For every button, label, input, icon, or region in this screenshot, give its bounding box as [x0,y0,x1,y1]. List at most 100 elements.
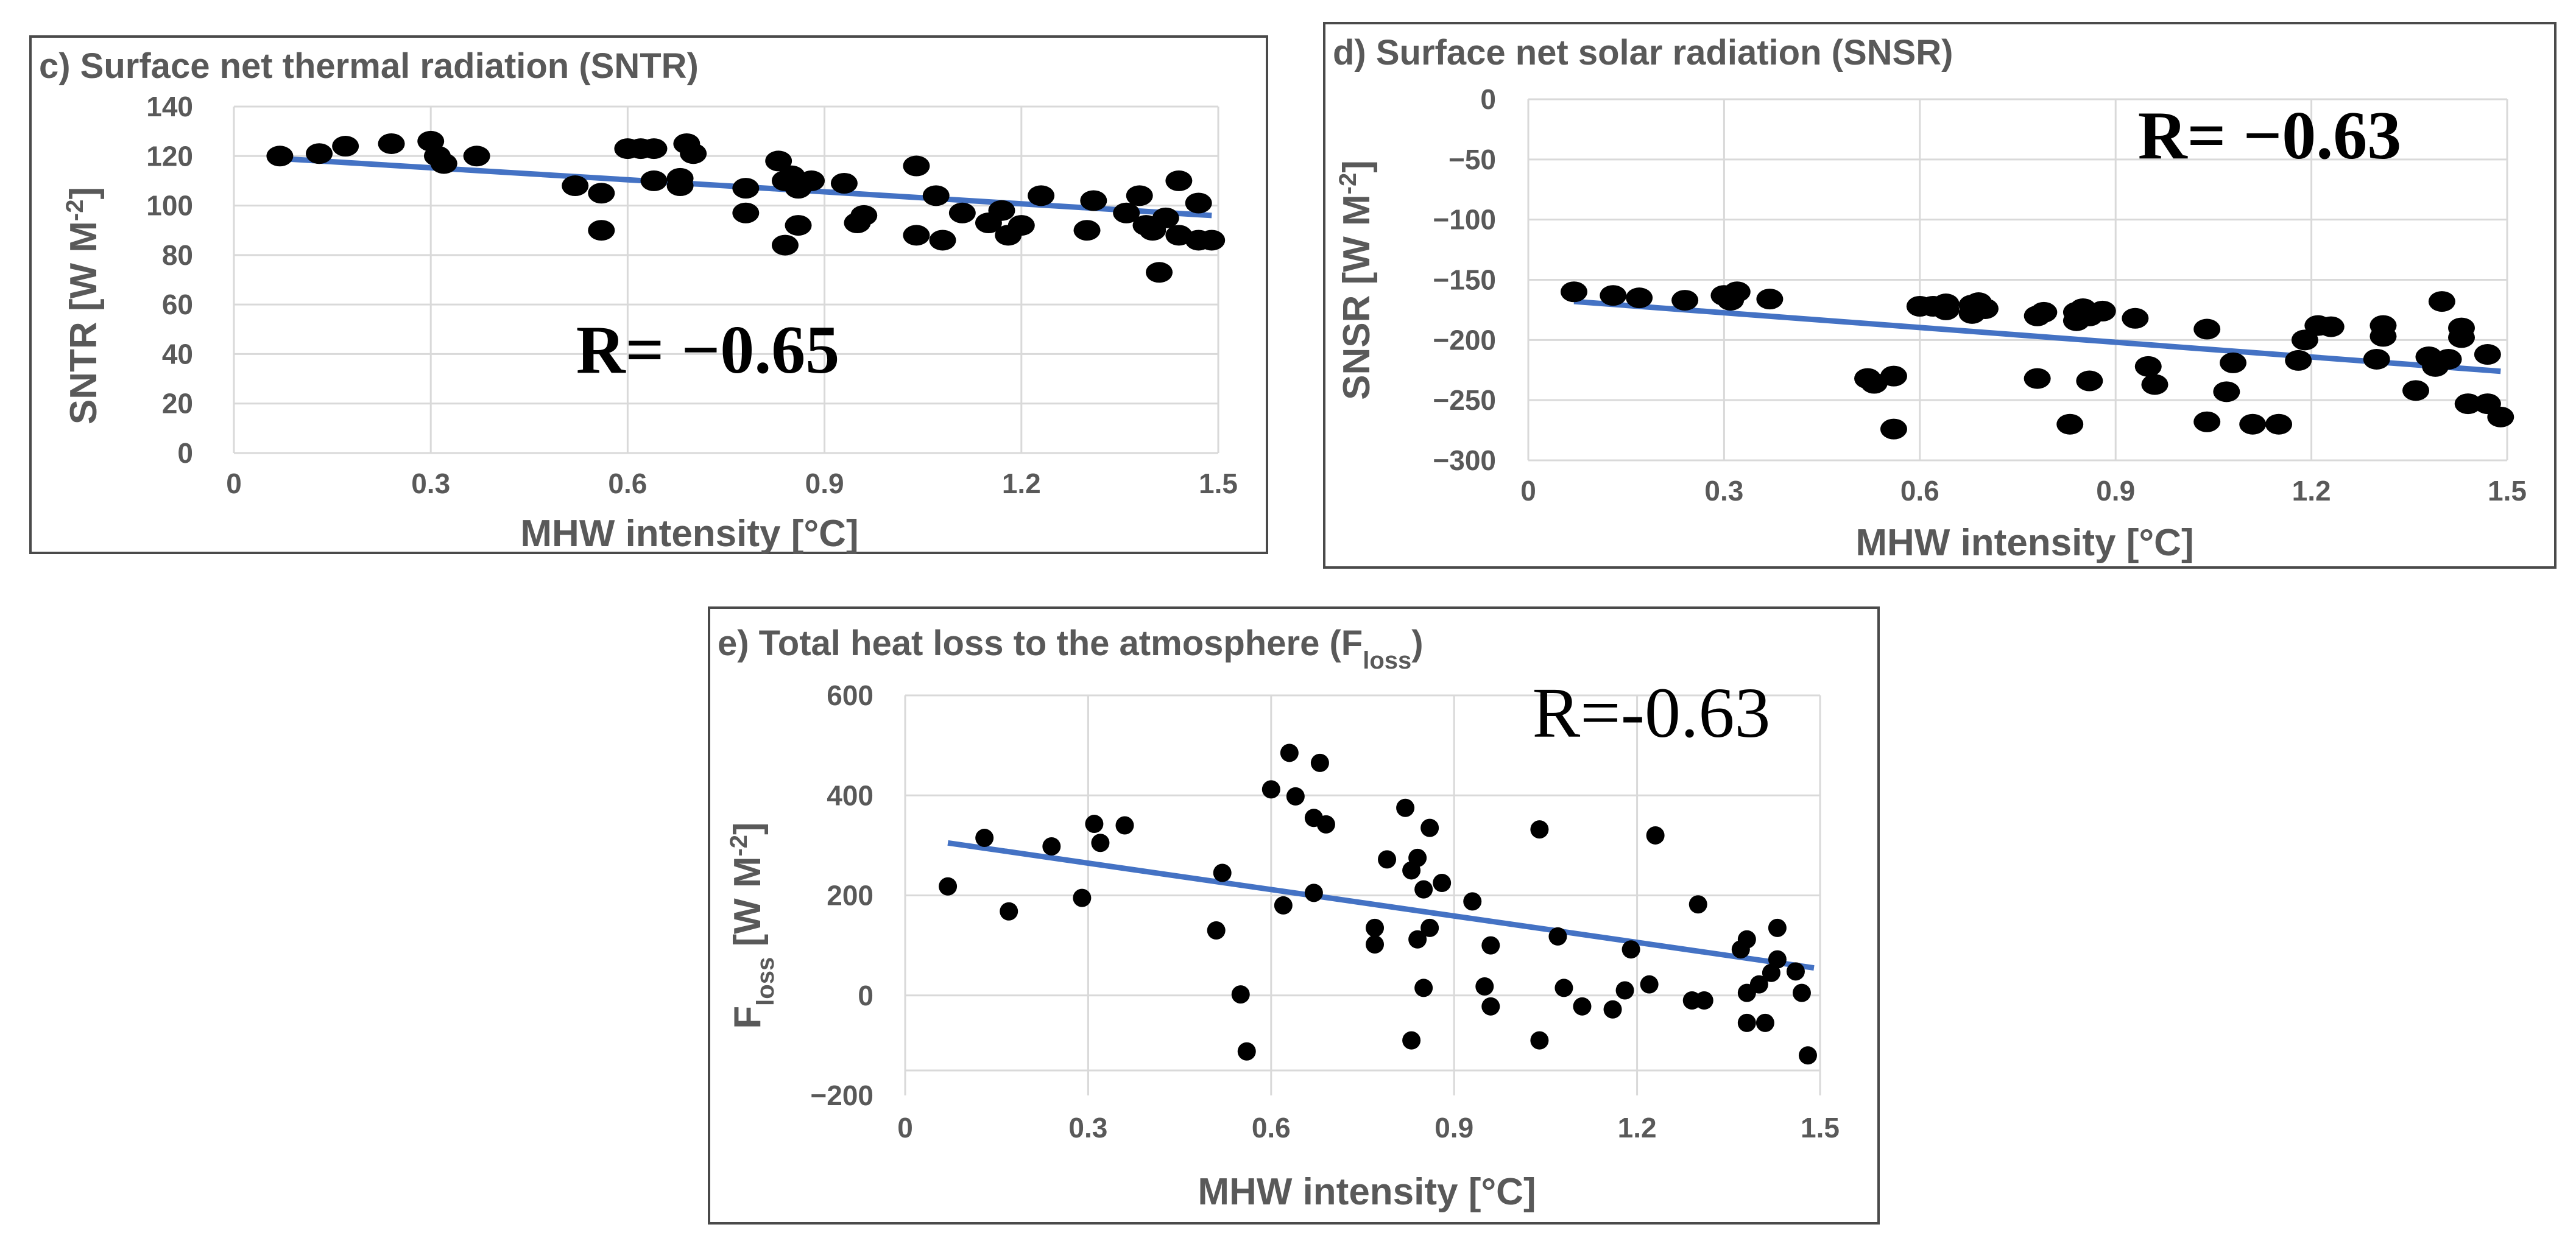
chart-d-ylabel: SNSR [W M-2] [1335,160,1378,400]
chart-d-trendline [1573,298,2501,374]
chart-d-yticks: −300 −250 −200 −150 −100 −50 0 [1433,83,1496,476]
chart-c-point [1073,220,1101,241]
chart-c-point [430,153,457,174]
chart-e-point [1695,991,1713,1010]
chart-c-point [1185,192,1212,214]
chart-e-point [1548,927,1567,946]
chart-d-xtick-label: 1.2 [2292,475,2331,507]
chart-e-ylabel: Floss [W M-2] [725,822,779,1028]
chart-e-point [1768,918,1787,937]
chart-e-point [1433,873,1452,892]
chart-e-point [1786,962,1805,981]
chart-d-ytick-label: −300 [1433,445,1496,476]
chart-c-point [332,136,359,157]
chart-c-point [798,170,825,191]
chart-e-point [1231,985,1250,1004]
chart-e-point [1042,837,1061,856]
chart-d-point [1626,287,1653,309]
chart-d-point [2076,370,2103,392]
chart-e-xticks: 0 0.3 0.6 0.9 1.2 1.5 [897,1112,1840,1144]
chart-e-point [1615,981,1634,1000]
chart-c-point [785,215,812,236]
chart-e-point [1414,880,1433,899]
chart-d-point [2317,316,2345,337]
chart-e-point [1396,798,1415,817]
chart-c-xtick-label: 1.2 [1002,468,1041,499]
chart-e-point [1621,940,1640,959]
chart-e-point [1304,884,1323,902]
chart-c-point [1152,207,1179,228]
chart-d-point [2363,348,2390,370]
chart-e-point [1420,918,1439,937]
chart-c-point [765,150,792,172]
chart-d-point [2030,301,2058,323]
chart-e-xtick-label: 0.9 [1434,1112,1473,1144]
chart-c-point [562,175,589,197]
chart-c-point [640,138,668,160]
chart-d-point [1671,290,1699,311]
chart-d-grid [1527,98,2508,462]
chart-e-xtick-label: 0.3 [1068,1112,1107,1144]
chart-e-point [1213,863,1232,882]
chart-c-point [640,170,668,191]
chart-e-point [1414,979,1433,997]
chart-d-point [2487,406,2514,427]
chart-e-point [1737,1013,1756,1032]
chart-c-point [1165,170,1193,191]
chart-e-point [1237,1042,1256,1061]
panel-c: c) Surface net thermal radiation (SNTR) … [29,35,1268,555]
chart-e-point [1749,975,1768,994]
chart-c-point [988,200,1015,221]
chart-d-point [2454,393,2482,415]
chart-e-point [1115,816,1134,835]
chart-d-point [2056,413,2084,435]
chart-c-point [948,202,976,223]
chart-e-trendline [947,840,1815,971]
chart-c-grid [233,105,1219,454]
chart-c-ylabel: SNTR [W M-2] [62,187,105,424]
chart-d-point [1600,285,1627,306]
chart-c-point [830,172,858,194]
chart-d-point [2193,411,2221,432]
chart-c-ytick-label: 20 [162,388,193,420]
chart-c-point [266,146,294,167]
chart-c-svg: c) Surface net thermal radiation (SNTR) … [39,46,1238,555]
chart-e-title: e) Total heat loss to the atmosphere (Fl… [718,624,1424,674]
chart-e-point [975,829,994,848]
chart-c-point [1080,190,1107,211]
chart-e-ytick-label: −200 [810,1080,873,1111]
chart-c-point [666,167,694,189]
chart-d-r-annotation: R= −0.63 [2138,98,2402,174]
chart-c-point [1113,202,1140,223]
chart-e-point [1316,815,1335,834]
chart-e-xtick-label: 0.6 [1252,1112,1291,1144]
chart-d-point [2193,318,2221,340]
chart-d-point [1723,281,1751,303]
chart-e-point [1463,892,1482,911]
chart-e-point [1091,834,1110,852]
chart-c-xtick-label: 1.5 [1199,468,1238,499]
chart-d-point [2285,350,2312,371]
chart-e-point [1286,787,1305,806]
chart-d-point [2089,300,2116,322]
chart-d-point [1932,293,1960,315]
chart-e-ytick-label: 600 [827,680,873,711]
chart-e-xtick-label: 1.2 [1618,1112,1657,1144]
chart-e-r-annotation: R=-0.63 [1532,673,1770,753]
chart-e-point [1207,921,1226,940]
chart-c-point [903,225,930,246]
chart-d-point [2474,344,2501,365]
chart-c-point [1028,185,1055,206]
chart-c-ytick-label: 120 [146,140,193,172]
chart-e-point [1366,918,1385,937]
chart-d-xtick-label: 1.5 [2488,475,2527,507]
chart-d-ytick-label: −150 [1433,264,1496,296]
chart-e-xtick-label: 1.5 [1801,1112,1840,1144]
chart-c-point [1126,185,1153,206]
chart-c-ytick-label: 40 [162,338,193,370]
chart-c-point [1146,262,1173,283]
chart-d-point [2213,381,2240,402]
chart-c-yticks: 0 20 40 60 80 100 120 140 [146,91,193,469]
chart-d-point [2291,329,2318,351]
chart-c-ytick-label: 0 [177,437,193,469]
